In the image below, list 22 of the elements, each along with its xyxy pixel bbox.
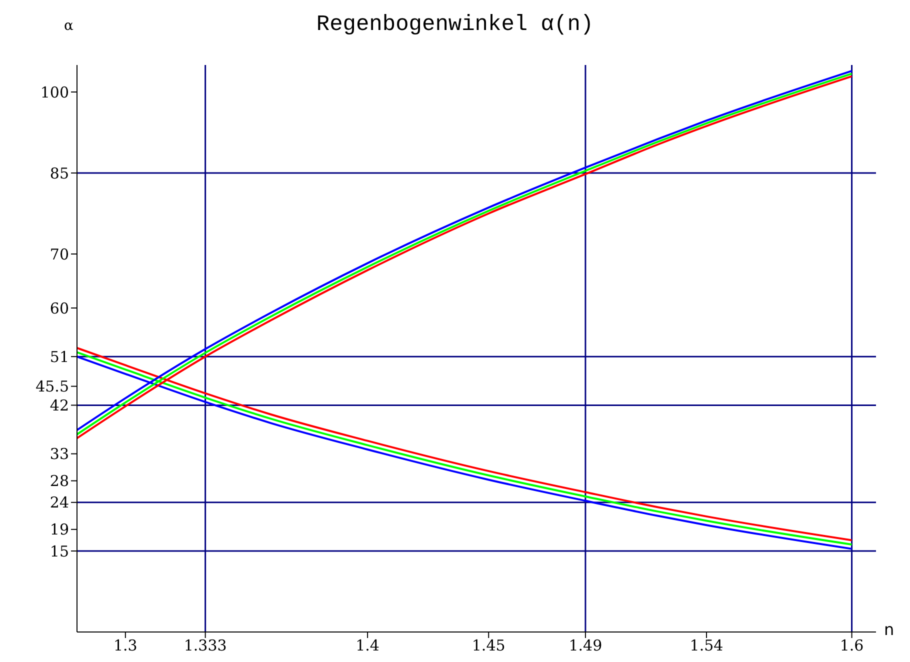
- y-tick-label: 19: [50, 520, 69, 539]
- y-tick-label: 24: [50, 494, 69, 512]
- x-tick-label: 1.3: [113, 636, 138, 655]
- x-tick-label: 1.49: [568, 636, 602, 655]
- y-tick-label: 85: [50, 164, 69, 182]
- y-axis-title: α: [64, 18, 74, 34]
- x-tick-label: 1.333: [184, 636, 227, 655]
- y-tick-label: 51: [50, 348, 69, 366]
- y-tick-label: 70: [50, 245, 69, 264]
- y-tick-label: 60: [50, 299, 69, 318]
- y-tick-label: 28: [50, 472, 69, 490]
- x-tick-label: 1.4: [356, 636, 380, 655]
- y-tick-label: 42: [50, 396, 69, 415]
- y-tick-label: 33: [50, 445, 69, 464]
- x-tick-label: 1.6: [840, 636, 864, 655]
- x-tick-label: 1.54: [690, 636, 724, 655]
- y-tick-label: 100: [40, 83, 69, 102]
- y-tick-label: 15: [50, 542, 69, 560]
- y-tick-label: 45.5: [36, 378, 69, 396]
- chart-title: Regenbogenwinkel α(n): [316, 12, 594, 37]
- x-tick-label: 1.45: [472, 636, 506, 655]
- x-axis-title: n: [884, 620, 894, 639]
